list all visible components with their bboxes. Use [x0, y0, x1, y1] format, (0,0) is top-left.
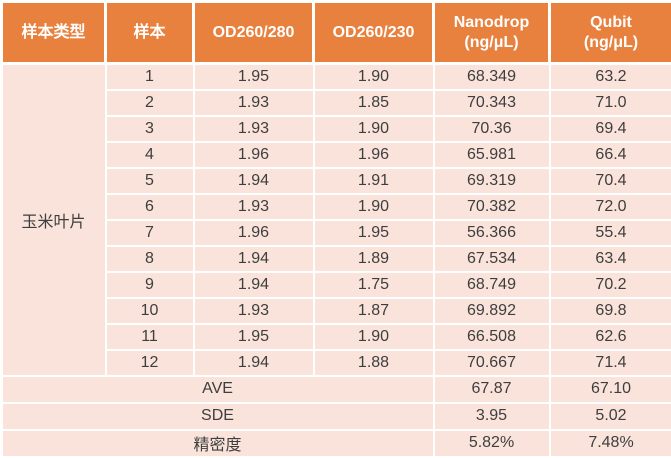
nanodrop-cell: 69.892 [434, 298, 550, 324]
sample-cell: 4 [106, 142, 194, 168]
nanodrop-cell: 3.95 [434, 403, 550, 430]
qubit-cell: 71.0 [550, 90, 671, 116]
nanodrop-cell: 5.82% [434, 430, 550, 457]
od260-280-cell: 1.94 [194, 168, 314, 194]
header-sample: 样本 [106, 2, 194, 64]
od260-230-cell: 1.96 [314, 142, 434, 168]
od260-280-cell: 1.95 [194, 324, 314, 350]
header-od260-230: OD260/230 [314, 2, 434, 64]
header-sample-type: 样本类型 [2, 2, 106, 64]
nanodrop-cell: 67.87 [434, 376, 550, 403]
od260-280-cell: 1.93 [194, 298, 314, 324]
summary-row-precision: 精密度 5.82% 7.48% [2, 430, 671, 457]
sample-cell: 3 [106, 116, 194, 142]
summary-row-sde: SDE 3.95 5.02 [2, 403, 671, 430]
qubit-cell: 66.4 [550, 142, 671, 168]
od260-230-cell: 1.85 [314, 90, 434, 116]
nanodrop-cell: 67.534 [434, 246, 550, 272]
summary-label: 精密度 [2, 430, 434, 457]
qubit-cell: 67.10 [550, 376, 671, 403]
od260-280-cell: 1.93 [194, 90, 314, 116]
sample-cell: 1 [106, 64, 194, 90]
nanodrop-cell: 68.749 [434, 272, 550, 298]
qubit-cell: 7.48% [550, 430, 671, 457]
qubit-cell: 69.4 [550, 116, 671, 142]
od260-280-cell: 1.94 [194, 272, 314, 298]
od260-230-cell: 1.89 [314, 246, 434, 272]
sample-cell: 10 [106, 298, 194, 324]
header-od260-280: OD260/280 [194, 2, 314, 64]
nanodrop-cell: 70.36 [434, 116, 550, 142]
nanodrop-cell: 66.508 [434, 324, 550, 350]
sample-cell: 6 [106, 194, 194, 220]
od260-230-cell: 1.88 [314, 350, 434, 376]
nanodrop-cell: 69.319 [434, 168, 550, 194]
nanodrop-cell: 68.349 [434, 64, 550, 90]
od260-230-cell: 1.87 [314, 298, 434, 324]
sample-cell: 9 [106, 272, 194, 298]
od260-280-cell: 1.93 [194, 116, 314, 142]
qubit-cell: 63.4 [550, 246, 671, 272]
sample-cell: 11 [106, 324, 194, 350]
summary-row-ave: AVE 67.87 67.10 [2, 376, 671, 403]
sample-cell: 12 [106, 350, 194, 376]
od260-280-cell: 1.94 [194, 350, 314, 376]
sample-cell: 8 [106, 246, 194, 272]
sample-cell: 2 [106, 90, 194, 116]
od260-280-cell: 1.94 [194, 246, 314, 272]
qubit-cell: 70.2 [550, 272, 671, 298]
sample-type-cell: 玉米叶片 [2, 64, 106, 376]
header-nanodrop: Nanodrop (ng/μL) [434, 2, 550, 64]
od260-230-cell: 1.95 [314, 220, 434, 246]
qubit-cell: 63.2 [550, 64, 671, 90]
od260-230-cell: 1.91 [314, 168, 434, 194]
od260-230-cell: 1.90 [314, 324, 434, 350]
od260-230-cell: 1.90 [314, 116, 434, 142]
summary-label: SDE [2, 403, 434, 430]
nanodrop-cell: 70.343 [434, 90, 550, 116]
qubit-cell: 71.4 [550, 350, 671, 376]
summary-label: AVE [2, 376, 434, 403]
header-qubit: Qubit (ng/μL) [550, 2, 671, 64]
table-row: 玉米叶片 1 1.95 1.90 68.349 63.2 [2, 64, 671, 90]
od260-230-cell: 1.75 [314, 272, 434, 298]
header-row: 样本类型 样本 OD260/280 OD260/230 Nanodrop (ng… [2, 2, 671, 64]
qubit-cell: 62.6 [550, 324, 671, 350]
od260-230-cell: 1.90 [314, 194, 434, 220]
sample-cell: 7 [106, 220, 194, 246]
nanodrop-cell: 70.667 [434, 350, 550, 376]
qubit-cell: 5.02 [550, 403, 671, 430]
od260-280-cell: 1.96 [194, 220, 314, 246]
od260-230-cell: 1.90 [314, 64, 434, 90]
nanodrop-cell: 56.366 [434, 220, 550, 246]
nanodrop-cell: 70.382 [434, 194, 550, 220]
od260-280-cell: 1.96 [194, 142, 314, 168]
qubit-cell: 55.4 [550, 220, 671, 246]
nanodrop-cell: 65.981 [434, 142, 550, 168]
qubit-cell: 72.0 [550, 194, 671, 220]
od260-280-cell: 1.95 [194, 64, 314, 90]
qubit-cell: 70.4 [550, 168, 671, 194]
od260-280-cell: 1.93 [194, 194, 314, 220]
sample-cell: 5 [106, 168, 194, 194]
qubit-cell: 69.8 [550, 298, 671, 324]
